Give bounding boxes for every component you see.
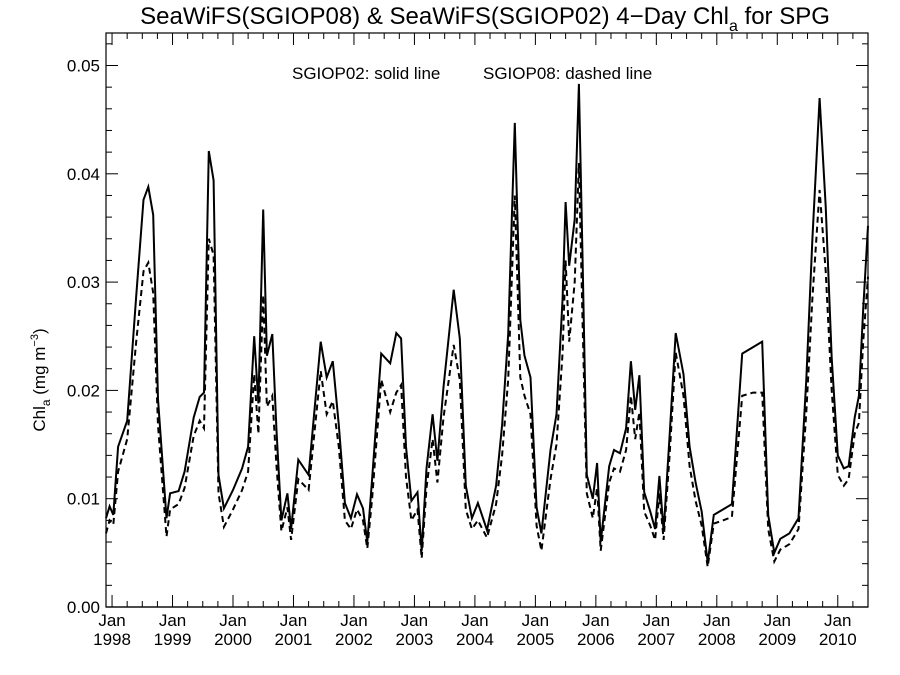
- y-axis-label-prefix: Chl: [30, 406, 49, 432]
- y-axis-label-suffix: ): [30, 328, 49, 334]
- y-axis-label-superscript: −3: [29, 334, 41, 347]
- x-tick-year: 1999: [154, 630, 192, 649]
- y-tick-label: 0.03: [67, 273, 100, 292]
- x-tick-year: 2009: [758, 630, 796, 649]
- annotation-solid: SGIOP02: solid line: [292, 64, 440, 83]
- chart-title-suffix: for SPG: [738, 3, 830, 30]
- x-tick-month: Jan: [643, 611, 670, 630]
- x-tick-year: 2008: [698, 630, 736, 649]
- x-tick-month: Jan: [98, 611, 125, 630]
- chart-title-prefix: SeaWiFS(SGIOP08) & SeaWiFS(SGIOP02) 4−Da…: [140, 3, 729, 30]
- y-tick-label: 0.04: [67, 165, 100, 184]
- x-tick-year: 2004: [456, 630, 494, 649]
- y-tick-label: 0.00: [67, 598, 100, 617]
- y-tick-label: 0.01: [67, 490, 100, 509]
- x-tick-month: Jan: [219, 611, 246, 630]
- x-tick-month: Jan: [340, 611, 367, 630]
- chart-title: SeaWiFS(SGIOP08) & SeaWiFS(SGIOP02) 4−Da…: [140, 3, 830, 35]
- x-tick-month: Jan: [703, 611, 730, 630]
- x-tick-month: Jan: [461, 611, 488, 630]
- series-line-sgiop08: [105, 162, 869, 568]
- x-tick-year: 2001: [275, 630, 313, 649]
- annotation-dashed: SGIOP08: dashed line: [483, 64, 652, 83]
- x-tick-month: Jan: [582, 611, 609, 630]
- plot-frame: [105, 32, 869, 608]
- x-tick-year: 2005: [516, 630, 554, 649]
- chart-title-subscript: a: [729, 18, 738, 35]
- x-tick-year: 2010: [819, 630, 857, 649]
- y-tick-label: 0.05: [67, 56, 100, 75]
- y-axis-label: Chla (mg m−3): [29, 328, 53, 431]
- x-axis: Jan1998Jan1999Jan2000Jan2001Jan2002Jan20…: [93, 33, 869, 649]
- x-tick-year: 2000: [214, 630, 252, 649]
- series-layer: [105, 83, 869, 568]
- x-tick-year: 2002: [335, 630, 373, 649]
- x-tick-year: 2003: [396, 630, 434, 649]
- series-line-sgiop02: [105, 83, 869, 563]
- x-tick-month: Jan: [280, 611, 307, 630]
- y-axis-label-subscript: a: [39, 399, 53, 406]
- x-tick-month: Jan: [522, 611, 549, 630]
- y-tick-label: 0.02: [67, 381, 100, 400]
- x-tick-month: Jan: [764, 611, 791, 630]
- x-tick-month: Jan: [159, 611, 186, 630]
- y-axis: 0.00 0.01 0.02 0.03 0.04 0.05: [67, 43, 868, 617]
- x-tick-year: 2007: [637, 630, 675, 649]
- x-tick-month: Jan: [401, 611, 428, 630]
- y-axis-label-middle: (mg m: [30, 347, 49, 400]
- x-tick-year: 2006: [577, 630, 615, 649]
- x-tick-month: Jan: [824, 611, 851, 630]
- x-tick-year: 1998: [93, 630, 131, 649]
